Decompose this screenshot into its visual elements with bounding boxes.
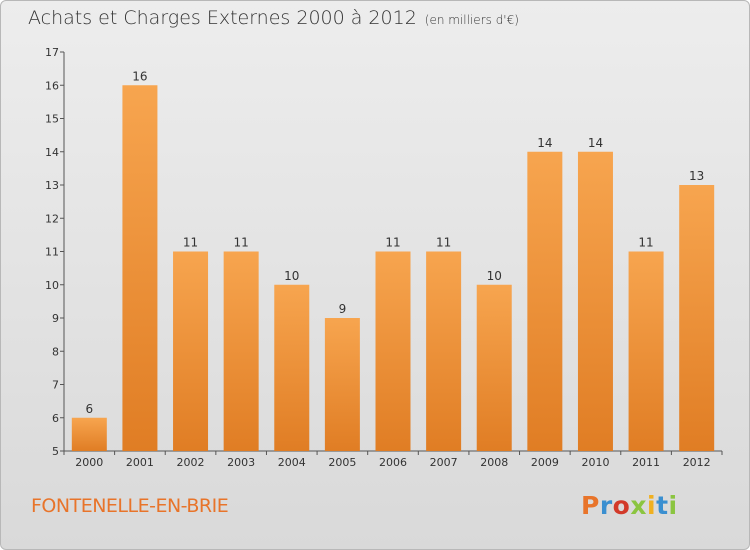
x-tick-label: 2000	[75, 456, 103, 469]
bar-2010	[577, 151, 613, 451]
data-label: 6	[85, 402, 93, 416]
y-tick-label: 6	[52, 412, 59, 425]
logo-letter: o	[612, 491, 631, 520]
bar-2002	[173, 251, 209, 451]
chart-subtitle: (en milliers d'€)	[424, 13, 519, 27]
y-tick-label: 5	[52, 445, 59, 458]
data-label: 9	[339, 302, 347, 316]
bar-2007	[426, 251, 462, 451]
y-tick-label: 16	[45, 79, 59, 92]
data-label: 14	[537, 136, 552, 150]
x-tick-label: 2011	[632, 456, 660, 469]
y-tick-label: 12	[45, 212, 59, 225]
x-tick-label: 2004	[278, 456, 306, 469]
bar-2000	[71, 417, 107, 451]
x-tick-label: 2009	[531, 456, 559, 469]
bar-2001	[122, 85, 158, 451]
data-label: 10	[284, 269, 299, 283]
bar-2012	[679, 185, 715, 451]
bar-2009	[527, 151, 563, 451]
data-label: 16	[132, 69, 147, 83]
y-tick-label: 11	[45, 246, 59, 259]
bar-2004	[274, 284, 310, 451]
x-tick-label: 2007	[430, 456, 458, 469]
place-name: FONTENELLE-EN-BRIE	[31, 495, 229, 517]
logo-letter: i	[647, 491, 657, 520]
data-label: 10	[487, 269, 502, 283]
y-tick-label: 9	[52, 312, 59, 325]
bar-2008	[476, 284, 512, 451]
data-label: 11	[385, 236, 400, 250]
x-tick-label: 2010	[581, 456, 609, 469]
y-tick-label: 8	[52, 345, 59, 358]
data-label: 11	[638, 236, 653, 250]
data-label: 11	[183, 236, 198, 250]
x-tick-label: 2012	[683, 456, 711, 469]
x-tick-label: 2005	[328, 456, 356, 469]
y-axis: 5 6 7 8 9 10 11 12 13 14 15 16 17	[45, 46, 65, 458]
y-tick-label: 13	[45, 179, 59, 192]
chart-title-text: Achats et Charges Externes 2000 à 2012	[28, 7, 417, 29]
logo-letter: P	[581, 491, 600, 520]
bar-2005	[324, 318, 360, 451]
logo-letter: x	[630, 491, 647, 520]
y-tick-label: 17	[45, 46, 59, 59]
y-tick-label: 10	[45, 279, 59, 292]
y-tick-label: 14	[45, 146, 59, 159]
x-tick-label: 2001	[126, 456, 154, 469]
data-label: 11	[234, 236, 249, 250]
logo-letter: r	[599, 491, 613, 520]
x-tick-label: 2006	[379, 456, 407, 469]
chart-title: Achats et Charges Externes 2000 à 2012 (e…	[28, 7, 519, 29]
bar-2011	[628, 251, 664, 451]
x-tick-label: 2002	[177, 456, 205, 469]
y-tick-label: 7	[52, 379, 59, 392]
data-label: 14	[588, 136, 603, 150]
x-tick-label: 2008	[480, 456, 508, 469]
value-labels: 6 16 11 11 10 9 11 11 10 14 14 11 13	[85, 69, 704, 416]
y-tick-label: 15	[45, 113, 59, 126]
logo-letter: i	[668, 491, 678, 520]
logo-letter: t	[656, 491, 669, 520]
data-label: 11	[436, 236, 451, 250]
bars	[71, 85, 715, 451]
bar-2006	[375, 251, 411, 451]
proxiti-logo[interactable]: Proxiti	[581, 491, 678, 520]
x-tick-label: 2003	[227, 456, 255, 469]
bar-2003	[223, 251, 259, 451]
x-axis: 2000 2001 2002 2003 2004 2005 2006 2007 2008 2009…	[63, 450, 723, 469]
data-label: 13	[689, 169, 704, 183]
